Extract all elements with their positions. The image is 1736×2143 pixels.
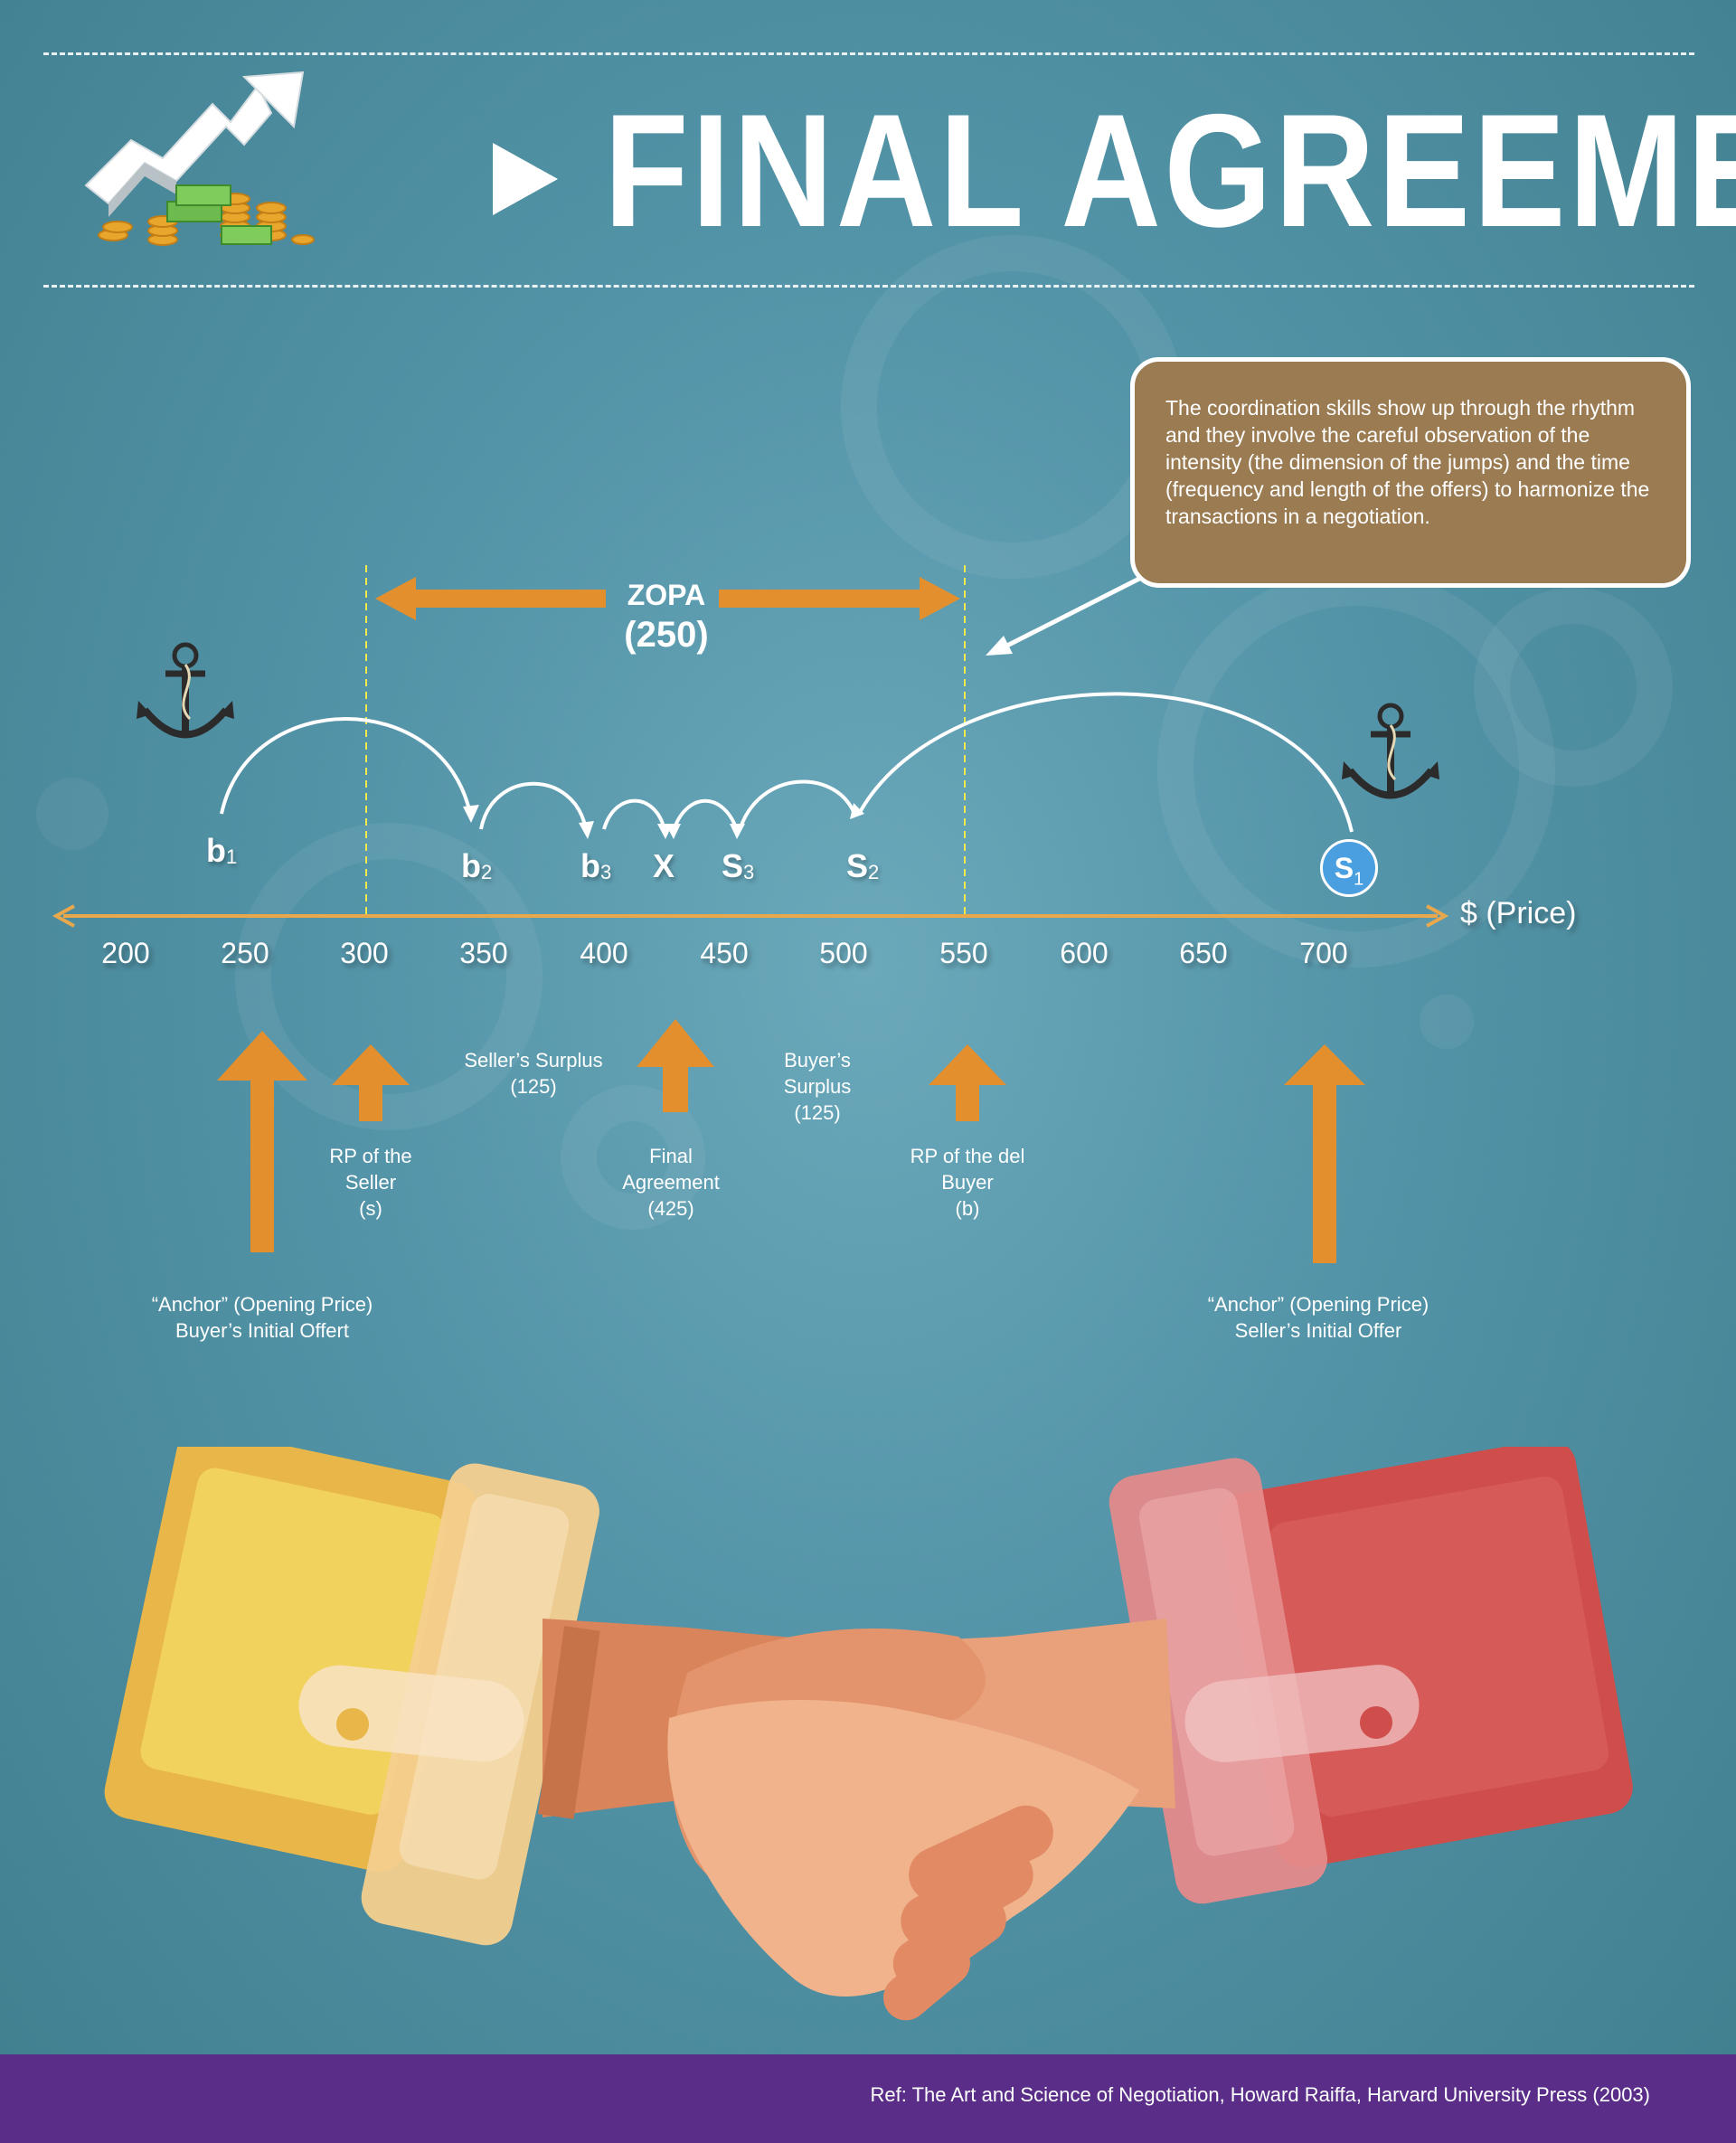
left-cuff-button bbox=[336, 1708, 369, 1741]
tick-label: 400 bbox=[580, 937, 628, 969]
tick-label: 650 bbox=[1179, 937, 1228, 969]
arc-s3-x bbox=[672, 798, 739, 831]
anchor-buyer-note: “Anchor” (Opening Price) Buyer’s Initial … bbox=[151, 1293, 373, 1342]
arc-b2-b3 bbox=[479, 781, 588, 830]
buyer-anchor-icon bbox=[137, 642, 234, 739]
arc-arrowheads bbox=[463, 803, 864, 839]
tick-label: 600 bbox=[1060, 937, 1109, 969]
point-x: X bbox=[653, 847, 675, 884]
bottom-dashed-line bbox=[43, 285, 1694, 288]
tick-label: 500 bbox=[819, 937, 868, 969]
final-agreement-note: Final Agreement (425) bbox=[622, 1145, 720, 1220]
point-b2: b2 bbox=[461, 847, 493, 884]
point-s1: S1 bbox=[1320, 839, 1378, 897]
anchor-buyer-arrow bbox=[217, 1031, 307, 1252]
buyers-surplus-note: Buyer’s Surplus (125) bbox=[783, 1049, 852, 1124]
sellers-surplus-note: Seller’s Surplus (125) bbox=[464, 1049, 603, 1098]
coordination-callout: The coordination skills show up through … bbox=[1130, 357, 1691, 588]
arc-b3-x bbox=[602, 798, 666, 831]
zopa-double-arrow bbox=[375, 577, 960, 620]
tick-label: 550 bbox=[939, 937, 988, 969]
tick-label: 300 bbox=[340, 937, 389, 969]
rp-seller-note: RP of the Seller (s) bbox=[329, 1145, 412, 1220]
top-dashed-line bbox=[43, 52, 1694, 55]
point-s2: S2 bbox=[846, 847, 880, 884]
arc-b1-b2 bbox=[220, 717, 472, 815]
number-line-diagram bbox=[52, 565, 1449, 1263]
tick-label: 450 bbox=[700, 937, 749, 969]
arc-s1-s2 bbox=[857, 692, 1354, 833]
point-b1: b1 bbox=[206, 832, 238, 869]
zopa-value: (250) bbox=[624, 615, 709, 655]
footer-bar: Ref: The Art and Science of Negotiation,… bbox=[0, 2054, 1736, 2143]
rp-buyer-arrow bbox=[929, 1044, 1006, 1121]
anchor-seller-note: “Anchor” (Opening Price) Seller’s Initial… bbox=[1207, 1293, 1429, 1342]
final-agreement-arrow bbox=[637, 1019, 714, 1112]
tick-label: 350 bbox=[459, 937, 508, 969]
seller-anchor-icon bbox=[1342, 703, 1439, 799]
callout-pointer-arrow bbox=[986, 576, 1141, 656]
reference-text: Ref: The Art and Science of Negotiation,… bbox=[870, 2083, 1650, 2106]
right-hand bbox=[667, 1700, 1139, 1997]
right-cuff-button bbox=[1360, 1706, 1392, 1739]
anchor-seller-arrow bbox=[1284, 1044, 1365, 1263]
point-s3: S3 bbox=[722, 847, 755, 884]
offer-jump-arcs bbox=[220, 692, 1354, 833]
arc-s2-s3 bbox=[738, 779, 856, 831]
tick-label: 250 bbox=[221, 937, 269, 969]
tick-label: 200 bbox=[101, 937, 150, 969]
right-cuff-strip bbox=[1184, 1665, 1420, 1762]
zopa-label: ZOPA bbox=[627, 579, 706, 611]
callout-text: The coordination skills show up through … bbox=[1165, 396, 1650, 528]
page-title: FINAL AGREEMENT bbox=[604, 80, 1736, 260]
indicator-arrows bbox=[217, 1019, 1365, 1263]
rp-buyer-note: RP of the del Buyer (b) bbox=[910, 1145, 1025, 1220]
tick-label: 700 bbox=[1299, 937, 1348, 969]
price-axis bbox=[52, 904, 1449, 928]
rp-seller-arrow bbox=[332, 1044, 410, 1121]
axis-unit-label: $ (Price) bbox=[1460, 896, 1577, 930]
growth-money-icon bbox=[84, 71, 315, 246]
title-play-icon bbox=[493, 143, 558, 215]
fingers bbox=[883, 1805, 1053, 2021]
handshake-illustration bbox=[104, 1447, 1633, 2021]
point-b3: b3 bbox=[580, 847, 612, 884]
